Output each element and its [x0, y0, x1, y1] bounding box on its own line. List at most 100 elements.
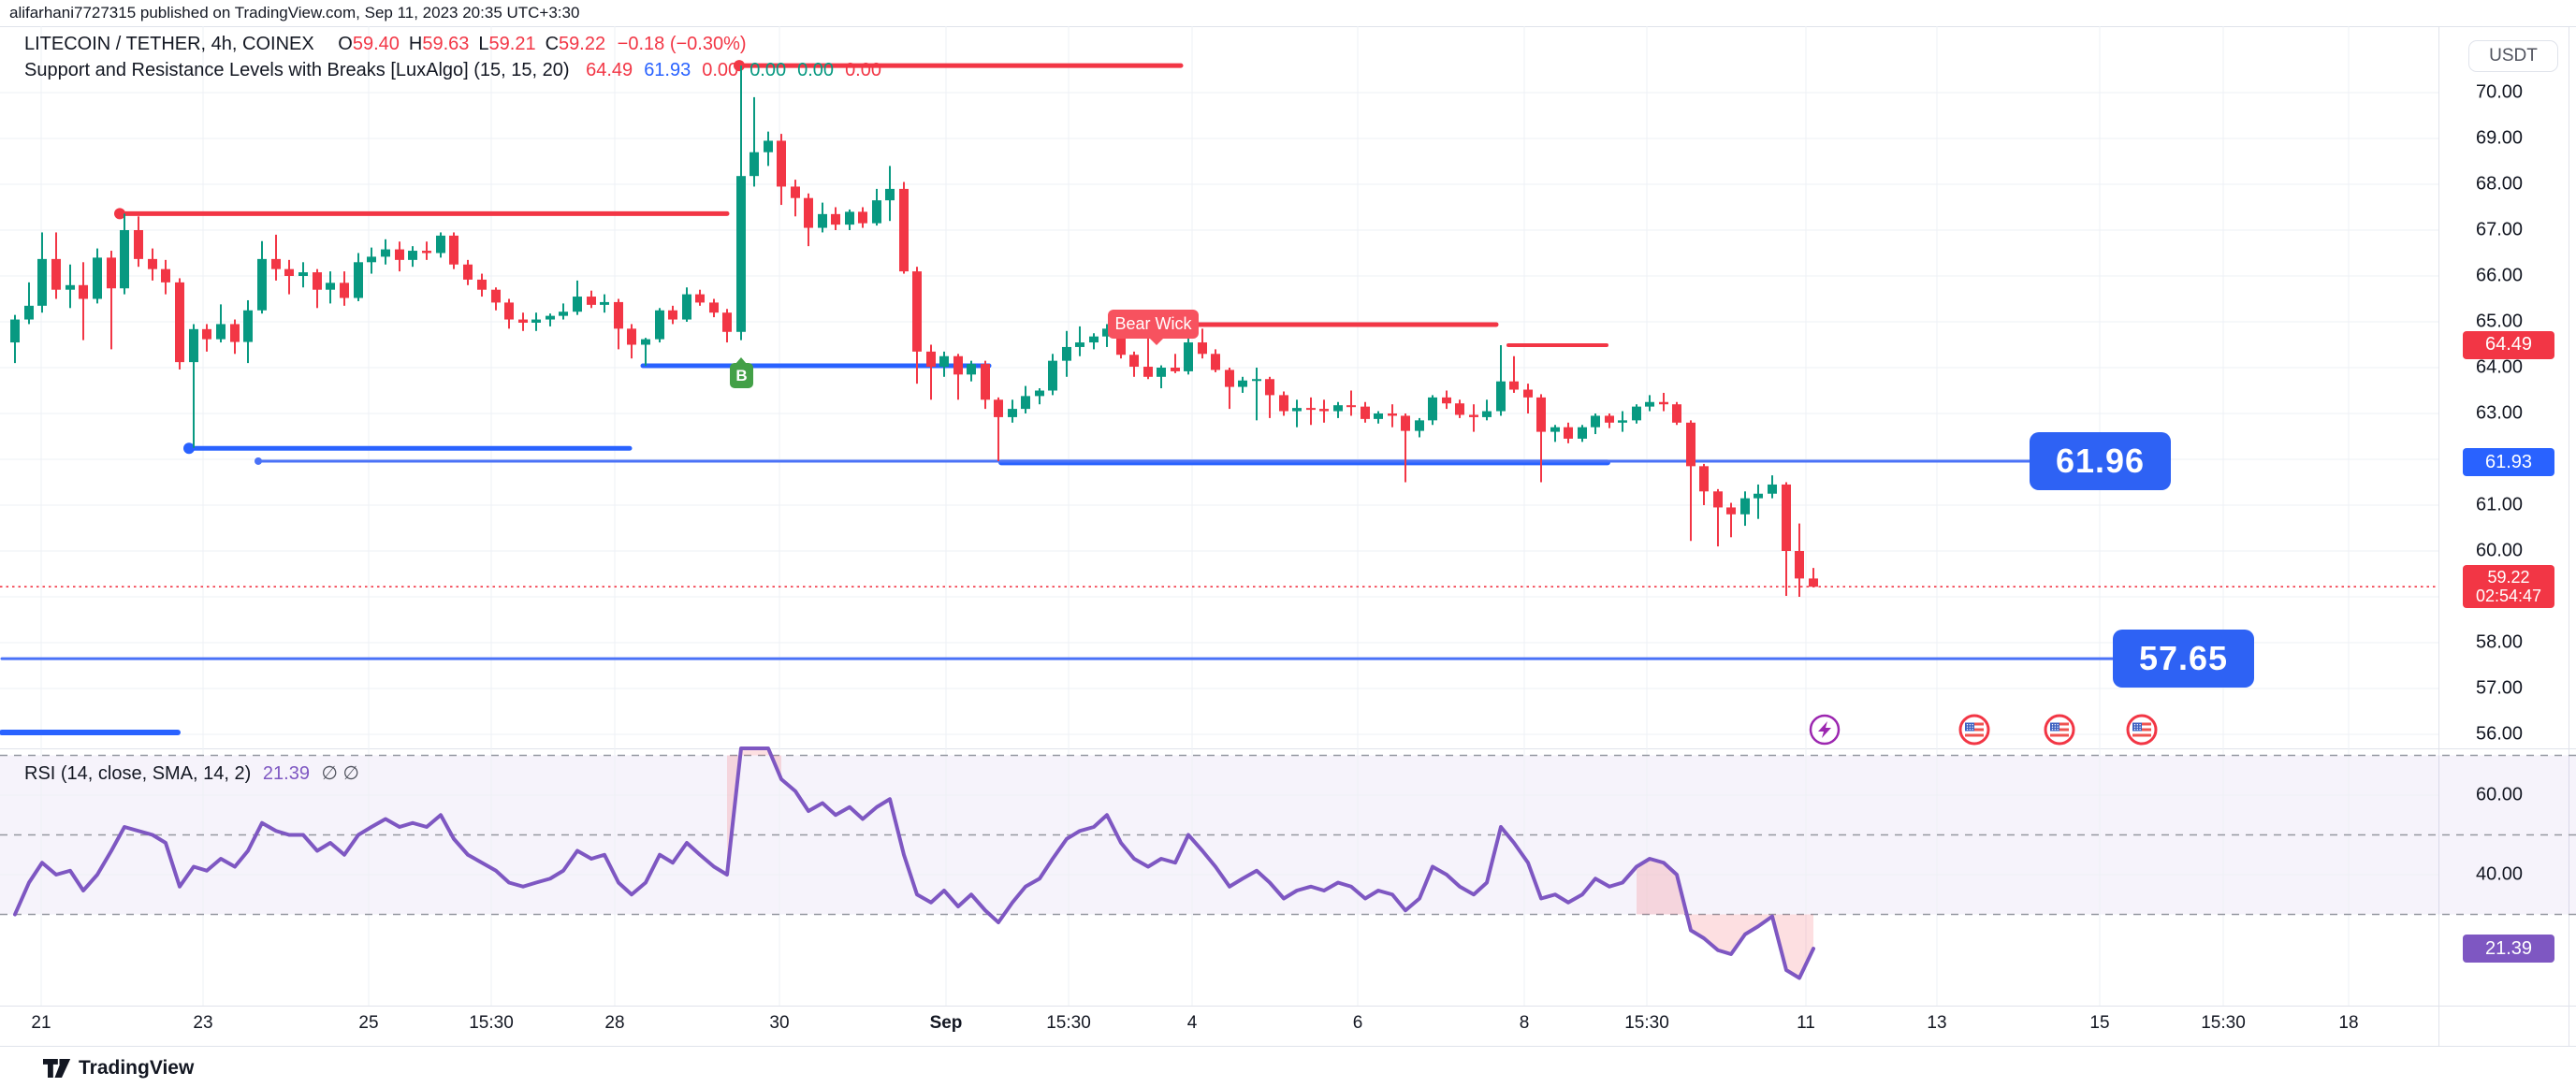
candle-body	[614, 301, 623, 329]
candle-body	[994, 399, 1003, 417]
candle-body	[1442, 397, 1451, 404]
candle-body	[858, 211, 867, 224]
indicator-value: 64.49	[586, 60, 633, 80]
candle-body	[1782, 484, 1791, 551]
candle-body	[1116, 328, 1126, 355]
candle-body	[1768, 484, 1777, 494]
candle-body	[1089, 336, 1099, 343]
candle-body	[326, 283, 335, 290]
candle-body	[1469, 414, 1478, 417]
candle-body	[1021, 396, 1030, 410]
candle-body	[1319, 409, 1329, 412]
candle-body	[587, 297, 596, 305]
axis-tag-line: 61.93	[2484, 451, 2533, 472]
candle-body	[559, 312, 568, 316]
candle-body	[1075, 342, 1084, 347]
tradingview-logo[interactable]: TradingView	[43, 1054, 194, 1082]
candle-body	[367, 256, 376, 263]
symbol-title[interactable]: LITECOIN / TETHER, 4h, COINEX	[24, 34, 314, 54]
candle-body	[354, 262, 363, 298]
candle-body	[1618, 420, 1627, 423]
axis-tag-line: 21.39	[2484, 937, 2533, 959]
candle-body	[134, 230, 143, 259]
axis-tag-line: 02:54:47	[2475, 587, 2542, 606]
candle-body	[953, 355, 963, 375]
rsi-tick-label: 40.00	[2476, 863, 2524, 885]
candle-body	[981, 364, 990, 400]
candle-body	[1455, 403, 1464, 415]
candle-body	[504, 302, 514, 320]
pane-separator[interactable]	[0, 748, 2576, 749]
indicator-value: 0.00	[702, 60, 739, 80]
candle-body	[1726, 507, 1736, 515]
rsi-legend-row: RSI (14, close, SMA, 14, 2) 21.39 ∅ ∅	[24, 761, 359, 785]
time-tick-label: Sep	[929, 1013, 963, 1033]
candle-body	[271, 258, 281, 269]
time-tick-label: 21	[31, 1013, 51, 1033]
candle-body	[1645, 401, 1654, 407]
candle-body	[1686, 422, 1696, 467]
bear-wick-label[interactable]: Bear Wick	[1108, 310, 1199, 346]
ohlc-value: 59.22	[559, 34, 606, 54]
candle-body	[531, 319, 541, 323]
indicator-title[interactable]: Support and Resistance Levels with Break…	[24, 60, 570, 80]
candle-body	[1415, 420, 1424, 431]
lightning-icon[interactable]	[1809, 714, 1841, 746]
currency-toggle-button[interactable]: USDT	[2468, 40, 2558, 72]
candle-body	[967, 364, 976, 375]
us-flag-icon[interactable]	[2126, 714, 2158, 746]
candle-body	[51, 258, 61, 290]
ohlc-key: H	[408, 34, 423, 54]
candle-body	[216, 324, 226, 340]
candle-body	[1102, 328, 1112, 337]
candle-body	[284, 268, 294, 276]
price-tick-label: 68.00	[2476, 173, 2524, 195]
candle-body	[1143, 367, 1153, 377]
candle-body	[1292, 408, 1302, 412]
candle-body	[1740, 498, 1750, 515]
candle-body	[518, 319, 528, 323]
candle-body	[1672, 404, 1681, 423]
axis-price-tag: 59.22 02:54:47	[2463, 565, 2554, 609]
price-tick-label: 57.00	[2476, 677, 2524, 699]
price-alert-tag-57-65[interactable]: 57.65	[2113, 630, 2254, 688]
candle-body	[463, 264, 473, 280]
candle-body	[641, 339, 650, 345]
price-axis-border	[2438, 26, 2439, 1046]
time-tick-label: 15:30	[1046, 1013, 1091, 1033]
rsi-title[interactable]: RSI (14, close, SMA, 14, 2)	[24, 763, 252, 784]
candle-body	[313, 272, 322, 290]
candle-body	[202, 328, 211, 340]
time-tick-label: 11	[1797, 1013, 1815, 1033]
us-flag-icon[interactable]	[1958, 714, 1990, 746]
candle-body	[1048, 360, 1057, 391]
candle-body	[872, 200, 881, 224]
candle-body	[791, 186, 800, 198]
time-tick-label: 25	[358, 1013, 379, 1033]
candle-body	[1062, 346, 1071, 361]
candle-body	[1035, 390, 1044, 397]
rsi-zone-fill	[727, 748, 781, 875]
candle-body	[1482, 411, 1492, 417]
us-flag-icon[interactable]	[2044, 714, 2075, 746]
ohlc-value: 59.40	[352, 34, 400, 54]
candle-body	[65, 284, 75, 290]
indicator-value: 0.00	[797, 60, 835, 80]
candle-body	[722, 312, 732, 332]
candle-body	[1509, 381, 1519, 390]
candle-body	[1536, 397, 1546, 432]
candle-body	[1401, 415, 1410, 431]
price-alert-tag-61-96[interactable]: 61.96	[2030, 431, 2171, 490]
candle-body	[1754, 493, 1763, 499]
candle-body	[1184, 342, 1193, 371]
candle-body	[818, 213, 827, 228]
level-anchor-dot	[183, 442, 195, 455]
candle-body	[1809, 578, 1818, 587]
indicator-legend-row: Support and Resistance Levels with Break…	[24, 60, 881, 81]
change-value: −0.18 (−0.30%)	[617, 34, 747, 54]
candle-body	[120, 230, 129, 289]
candle-body	[546, 315, 555, 320]
indicator-values: 64.49 61.93 0.00 0.00 0.00 0.00	[575, 60, 881, 80]
price-tick-label: 66.00	[2476, 265, 2524, 286]
